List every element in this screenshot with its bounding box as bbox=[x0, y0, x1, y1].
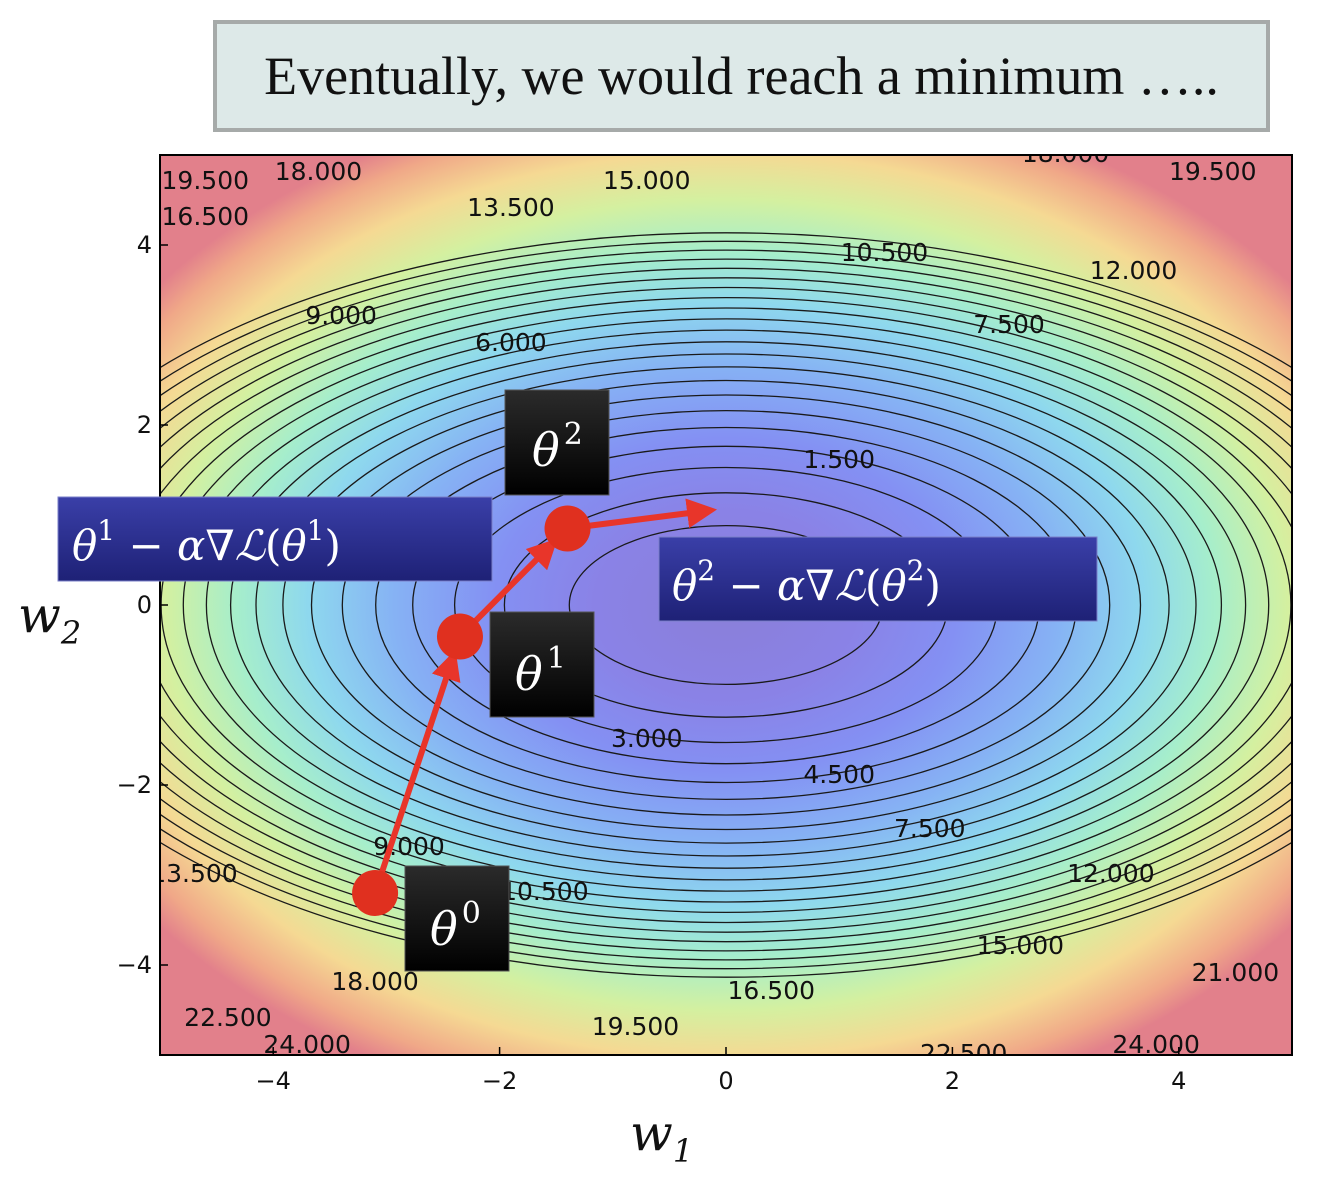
y-axis-label: w2 bbox=[18, 586, 81, 652]
title-text: Eventually, we would reach a minimum ….. bbox=[264, 46, 1219, 106]
contour-line bbox=[160, 249, 1292, 961]
y-tick-label: 2 bbox=[137, 411, 152, 439]
theta1-point bbox=[436, 613, 483, 660]
contour-line bbox=[160, 277, 1292, 933]
contour-line bbox=[160, 267, 1292, 943]
contour-label: 21.000 bbox=[1192, 958, 1279, 987]
contour-line bbox=[160, 297, 1292, 913]
update1-text: θ1 − α∇ℒ(θ1) bbox=[72, 514, 341, 570]
y-tick-label: −4 bbox=[117, 951, 152, 979]
contour-line bbox=[160, 307, 1292, 903]
x-axis-ticks: −4 −2 0 2 4 bbox=[256, 1047, 1186, 1095]
contour-label: 9.000 bbox=[305, 301, 377, 330]
contour-label: 7.500 bbox=[894, 814, 966, 843]
descent-step-arrow bbox=[567, 498, 718, 532]
contour-line bbox=[282, 379, 1170, 831]
y-tick-label: 0 bbox=[137, 591, 152, 619]
contour-line bbox=[229, 353, 1223, 857]
contour-labels: 19.500 18.000 16.500 15.000 13.500 18.000 19.5… bbox=[150, 139, 1279, 1068]
contour-label: 12.000 bbox=[1090, 256, 1177, 285]
contour-line bbox=[205, 341, 1247, 869]
theta0-point bbox=[352, 870, 399, 916]
x-tick-label: −2 bbox=[482, 1067, 517, 1095]
contour-label: 19.500 bbox=[162, 166, 249, 195]
title-banner: Eventually, we would reach a minimum ….. bbox=[213, 20, 1270, 132]
contour-label: 13.500 bbox=[150, 859, 237, 888]
contour-label: 7.500 bbox=[973, 310, 1045, 339]
update2-text: θ2 − α∇ℒ(θ2) bbox=[672, 554, 941, 610]
theta2-point bbox=[544, 505, 591, 552]
descent-path bbox=[352, 498, 718, 916]
update2-box bbox=[658, 536, 1098, 622]
contour-label: 15.000 bbox=[977, 931, 1064, 960]
contour-label: 12.000 bbox=[1067, 859, 1154, 888]
theta1-box bbox=[489, 611, 595, 718]
y-tick-label: 4 bbox=[137, 231, 152, 259]
theta0-box bbox=[404, 865, 510, 972]
x-tick-label: 0 bbox=[718, 1067, 733, 1095]
contour-line bbox=[182, 329, 1270, 881]
update1-label: θ1 − α∇ℒ(θ1) bbox=[57, 496, 493, 582]
contour-line bbox=[160, 232, 1292, 978]
contour-label: 4.500 bbox=[803, 760, 875, 789]
contour-label: 19.500 bbox=[592, 1012, 679, 1041]
contour-label: 18.000 bbox=[1022, 139, 1109, 168]
contour-label: 19.500 bbox=[1169, 157, 1256, 186]
contour-label: 18.000 bbox=[331, 967, 418, 996]
contour-line bbox=[160, 286, 1292, 924]
descent-step-arrow bbox=[372, 649, 461, 894]
contour-label: 22.500 bbox=[920, 1039, 1007, 1068]
update2-label: θ2 − α∇ℒ(θ2) bbox=[658, 536, 1098, 622]
contour-label: 6.000 bbox=[475, 328, 547, 357]
x-tick-label: −4 bbox=[256, 1067, 291, 1095]
contour-label: 1.500 bbox=[803, 445, 875, 474]
contour-line bbox=[160, 258, 1292, 952]
x-tick-label: 4 bbox=[1171, 1067, 1186, 1095]
contour-lines bbox=[160, 232, 1292, 978]
contour-label: 10.500 bbox=[841, 238, 928, 267]
contour-line bbox=[160, 240, 1292, 970]
contour-line bbox=[255, 366, 1197, 844]
x-axis-label: w1 bbox=[630, 1104, 693, 1170]
y-tick-label: −2 bbox=[117, 771, 152, 799]
contour-label: 13.500 bbox=[467, 193, 554, 222]
contour-label: 24.000 bbox=[1112, 1030, 1199, 1059]
x-tick-label: 2 bbox=[945, 1067, 960, 1095]
contour-label: 16.500 bbox=[728, 976, 815, 1005]
y-axis-ticks: −4 −2 0 2 4 bbox=[117, 231, 168, 979]
contour-label: 22.500 bbox=[184, 1003, 271, 1032]
contour-line bbox=[341, 409, 1111, 801]
update1-box bbox=[57, 496, 493, 582]
contour-label: 15.000 bbox=[603, 166, 690, 195]
contour-label: 10.500 bbox=[501, 877, 588, 906]
contour-label: 24.000 bbox=[263, 1030, 350, 1059]
contour-label: 16.500 bbox=[162, 202, 249, 231]
contour-label: 3.000 bbox=[611, 724, 683, 753]
contour-label: 18.000 bbox=[275, 157, 362, 186]
contour-line bbox=[310, 394, 1142, 816]
theta2-box bbox=[504, 389, 610, 496]
